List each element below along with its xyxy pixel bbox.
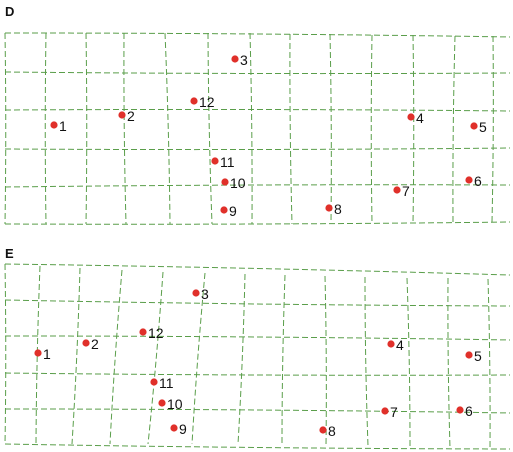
panel-e-marker-7-label: 7 [390,404,398,420]
panel-d-marker-4-label: 4 [416,110,424,126]
panel-e-marker-8-label: 8 [328,423,336,439]
panel-e-grid-vline [324,275,327,447]
panel-e-grid-vline [406,277,411,448]
panel-d-marker-2-dot [118,111,126,119]
panel-d-marker-8-label: 8 [334,201,342,217]
panel-e-marker-12-label: 12 [148,325,164,341]
panel-e-grid-hline [4,408,511,414]
panel-d-marker-4-dot [407,113,415,121]
panel-e-marker-1-label: 1 [43,346,51,362]
panel-d-marker-1-dot [50,121,58,129]
panel-e-marker-11-label: 11 [159,375,174,391]
panel-d-grid-hline [4,147,511,151]
panel-e-grid-vline [237,273,246,445]
panel-d-marker-11-label: 11 [220,154,235,170]
panel-e-marker-4-label: 4 [396,337,404,353]
panel-e-grid-vline [281,274,286,447]
panel-d-marker-3-dot [231,55,239,63]
panel-e-label: E [5,246,14,261]
panel-d-grid-hline [4,108,511,112]
panel-d-grid-vline [207,32,213,225]
panel-d-marker-6-dot [465,176,473,184]
panel-d-marker-2-label: 2 [127,108,135,124]
panel-e-marker-1-dot [34,349,42,357]
panel-e-marker-6-dot [456,406,464,414]
panel-e-grid-vline [364,276,369,447]
panel-d-label: D [5,4,15,19]
panel-e-marker-11-dot [150,378,158,386]
panel-e-marker-3-label: 3 [201,286,209,302]
panel-e-marker-3-dot [192,289,200,297]
panel-d-grid-vline [249,32,253,225]
panel-d-grid-vline [491,35,494,223]
panel-e-grid-vline [71,267,81,445]
panel-d-grid-hline [4,221,511,225]
panel-e-marker-6-label: 6 [465,403,473,419]
panel-e-grid-hline [4,263,511,276]
panel-e-grid-hline [4,299,511,307]
panel-e-marker-10-dot [158,399,166,407]
panel-d-grid-vline [123,32,127,225]
panel-e-marker-12-dot [139,328,147,336]
panel-d-grid-vline [452,35,456,223]
panel-d-grid-vline [289,33,293,225]
panel-d-marker-12-dot [190,97,198,105]
panel-d-grid-vline [164,32,171,225]
panel-d-marker-10-label: 10 [230,175,246,191]
panel-d-grid-vline [412,34,415,224]
panel-d-marker-11-dot [211,157,219,165]
panel-d-marker-7-label: 7 [402,183,410,199]
panel-d-marker-8-dot [325,204,333,212]
panel-d-marker-12-label: 12 [199,94,215,110]
panel-e-grid-vline [487,278,491,449]
panel-d-grid-hline [4,71,511,75]
panel-e-marker-10-label: 10 [167,396,183,412]
panel-d-grid-vline [85,32,88,225]
panel-e-grid-hline [4,443,511,450]
panel-e-grid-vline [147,271,164,445]
panel-e-grid-hline [4,335,511,341]
panel-e-marker-7-dot [381,407,389,415]
panel-d-grid-vline [329,33,332,224]
panel-e-marker-5-label: 5 [474,348,482,364]
panel-d-grid-hline [4,32,511,38]
panel-d-marker-5-dot [470,122,478,130]
panel-d-grid-vline [4,32,7,225]
panel-d-marker-6-label: 6 [474,173,482,189]
panel-d-grid-hline [4,184,511,188]
panel-d-marker-9-label: 9 [229,203,237,219]
panel-d-marker-3-label: 3 [240,52,248,68]
panel-e-grid-vline [447,277,451,449]
panel-e-marker-5-dot [465,351,473,359]
panel-e-marker-9-dot [170,424,178,432]
panel-e-grid-vline [4,263,7,445]
panel-d-grid-vline [370,34,373,224]
panel-d-marker-1-label: 1 [59,118,67,134]
panel-e-grid-vline [109,269,123,445]
panel-e-marker-9-label: 9 [179,421,187,437]
panel-d-marker-5-label: 5 [479,119,487,135]
panel-d-marker-10-dot [221,178,229,186]
panel-e-grid-vline [191,272,206,445]
panel-e-marker-8-dot [319,426,327,434]
panel-d-marker-7-dot [393,186,401,194]
panel-e-marker-4-dot [387,340,395,348]
panel-e-grid-hline [4,372,511,376]
panel-d-grid-vline [44,32,47,225]
panel-e-grid-vline [35,265,41,445]
panel-e-marker-2-label: 2 [91,336,99,352]
panel-e-marker-2-dot [82,339,90,347]
panel-d-marker-9-dot [220,206,228,214]
